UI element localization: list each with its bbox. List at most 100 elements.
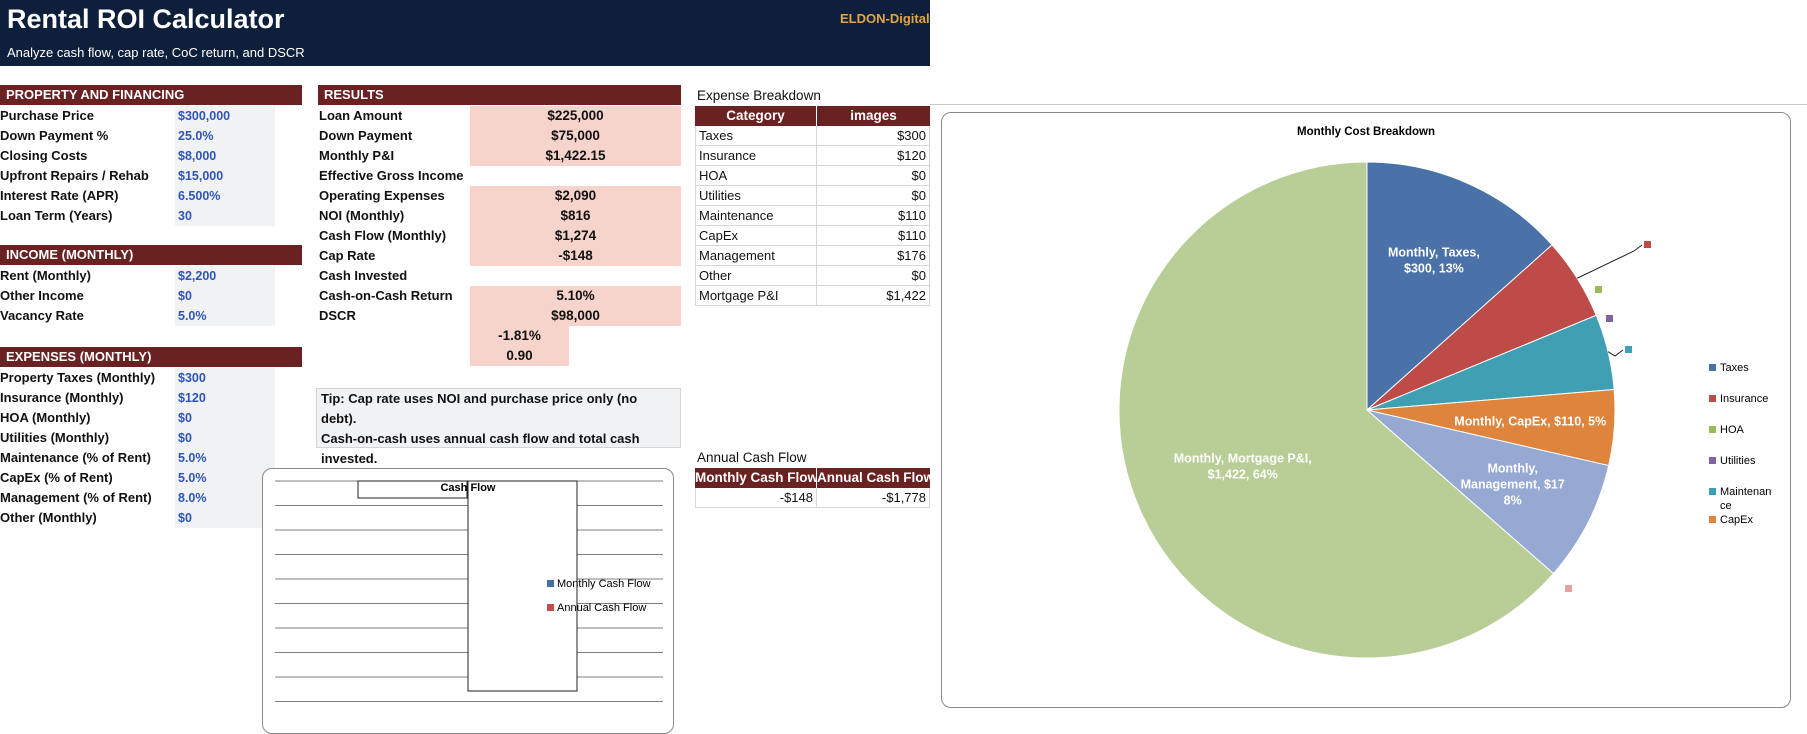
result-label: Down Payment: [319, 128, 413, 143]
result-value: $2,090: [470, 186, 681, 206]
pie-data-label: Monthly, Mortgage P&I,: [1174, 451, 1312, 465]
section-header-property: PROPERTY AND FINANCING: [0, 85, 302, 105]
result-label: Cash Flow (Monthly): [319, 228, 447, 243]
monthly-cash-flow-value: -$148: [695, 488, 817, 508]
legend-swatch: [547, 604, 554, 611]
pie-data-label: $300, 13%: [1404, 262, 1464, 276]
pie-data-label: $1,422, 64%: [1208, 467, 1278, 481]
cash-flow-chart-title: Cash Flow: [440, 482, 495, 494]
vacancy-rate-input[interactable]: 5.0%: [175, 306, 275, 326]
pie-slices: [1118, 161, 1616, 659]
result-value: $1,422.15: [470, 146, 681, 166]
cash-flow-chart[interactable]: Cash Flow Monthly Cash Flow Annual Cash F…: [262, 468, 674, 734]
cash-flow-legend: Monthly Cash Flow Annual Cash Flow: [547, 578, 651, 614]
monthly-cost-chart[interactable]: Monthly Cost Breakdown Monthly, Taxes, $3…: [941, 112, 1791, 708]
table-cell-value: $300: [817, 126, 930, 146]
legend-swatch: [1709, 426, 1716, 433]
other-income-input[interactable]: $0: [175, 286, 275, 306]
pie-data-label: Monthly,: [1487, 462, 1537, 476]
result-label: Monthly P&I: [319, 148, 395, 163]
tip-note: Tip: Cap rate uses NOI and purchase pric…: [316, 388, 681, 466]
legend-label: Taxes: [1720, 362, 1749, 374]
management-input[interactable]: 8.0%: [175, 488, 275, 508]
result-value: $1,274: [470, 226, 681, 246]
legend-label: HOA: [1720, 424, 1745, 436]
table-cell-category: HOA: [695, 166, 817, 186]
result-value: $98,000: [470, 306, 681, 326]
pie-data-label: Monthly, CapEx, $110, 5%: [1454, 415, 1606, 429]
result-value: $816: [470, 206, 681, 226]
table-header-monthly-cash-flow: Monthly Cash Flow: [695, 468, 818, 488]
table-cell-value: $0: [817, 266, 930, 286]
legend-swatch: [1709, 516, 1716, 523]
pie-data-label: Management, $17: [1461, 478, 1565, 492]
expense-breakdown-caption: Expense Breakdown: [697, 88, 821, 103]
property-taxes-label: Property Taxes (Monthly): [0, 370, 156, 385]
tip-line: Cash-on-cash uses annual cash flow and t…: [321, 431, 640, 446]
result-value: $225,000: [470, 106, 681, 126]
other-income-label: Other Income: [0, 288, 84, 303]
table-cell-category: Management: [695, 246, 817, 266]
pie-marker-insurance: [1644, 241, 1651, 248]
other-expense-input[interactable]: $0: [175, 508, 275, 528]
closing-costs-input[interactable]: $8,000: [175, 146, 275, 166]
header-banner: [0, 0, 930, 66]
down-payment-pct-input[interactable]: 25.0%: [175, 126, 275, 146]
result-label: Cash Invested: [319, 268, 408, 283]
sheet-gridline: [930, 104, 1807, 105]
property-taxes-input[interactable]: $300: [175, 368, 275, 388]
tip-line: Tip: Cap rate uses NOI and purchase pric…: [321, 391, 638, 426]
utilities-label: Utilities (Monthly): [0, 430, 110, 445]
pie-leader-line: [1607, 349, 1624, 357]
legend-label: CapEx: [1720, 514, 1754, 526]
loan-term-input[interactable]: 30: [175, 206, 275, 226]
table-cell-category: Insurance: [695, 146, 817, 166]
pie-data-labels: Monthly, Taxes, $300, 13% Monthly, CapEx, …: [1174, 241, 1651, 592]
purchase-price-input[interactable]: $300,000: [175, 106, 275, 126]
pie-marker-other: [1565, 585, 1572, 592]
cash-flow-title-frame: [357, 480, 468, 499]
insurance-input[interactable]: $120: [175, 388, 275, 408]
interest-rate-label: Interest Rate (APR): [0, 188, 119, 203]
pie-marker-maintenance: [1625, 346, 1632, 353]
table-cell-category: Mortgage P&I: [695, 286, 817, 306]
legend-label: Monthly Cash Flow: [557, 578, 651, 590]
utilities-input[interactable]: $0: [175, 428, 275, 448]
brand-label: ELDON-Digital: [840, 11, 930, 26]
management-label: Management (% of Rent): [0, 490, 152, 505]
hoa-input[interactable]: $0: [175, 408, 275, 428]
result-label: Operating Expenses: [319, 188, 445, 203]
legend-label: Annual Cash Flow: [557, 602, 646, 614]
legend-swatch: [547, 580, 554, 587]
other-expense-label: Other (Monthly): [0, 510, 97, 525]
hoa-label: HOA (Monthly): [0, 410, 91, 425]
pie-slice-management: [1366, 409, 1610, 575]
maintenance-input[interactable]: 5.0%: [175, 448, 275, 468]
section-header-income: INCOME (MONTHLY): [0, 245, 302, 265]
table-cell-category: Taxes: [695, 126, 817, 146]
pie-marker-utilities: [1606, 315, 1613, 322]
interest-rate-input[interactable]: 6.500%: [175, 186, 275, 206]
annual-cash-flow-value: -$1,778: [817, 488, 930, 508]
legend-swatch: [1709, 488, 1716, 495]
annual-cash-flow-caption: Annual Cash Flow: [697, 450, 807, 465]
result-label: Loan Amount: [319, 108, 403, 123]
table-header-annual-cash-flow: Annual Cash Flow: [817, 468, 934, 488]
table-cell-value: $110: [817, 226, 930, 246]
pie-slice-taxes: [1366, 161, 1553, 412]
table-cell-value: $1,422: [817, 286, 930, 306]
pie-marker-hoa: [1595, 286, 1602, 293]
result-label: NOI (Monthly): [319, 208, 405, 223]
result-label: DSCR: [319, 308, 356, 323]
capex-input[interactable]: 5.0%: [175, 468, 275, 488]
legend-label: Insurance: [1720, 393, 1768, 405]
down-payment-pct-label: Down Payment %: [0, 128, 109, 143]
upfront-repairs-input[interactable]: $15,000: [175, 166, 275, 186]
rent-input[interactable]: $2,200: [175, 266, 275, 286]
rent-label: Rent (Monthly): [0, 268, 91, 283]
cash-flow-chart-svg: Cash Flow Monthly Cash Flow Annual Cash F…: [275, 480, 663, 702]
table-cell-value: $110: [817, 206, 930, 226]
page-subtitle: Analyze cash flow, cap rate, CoC return,…: [7, 45, 305, 60]
table-header-value: images: [817, 106, 930, 126]
pie-leader-line: [1576, 244, 1643, 279]
